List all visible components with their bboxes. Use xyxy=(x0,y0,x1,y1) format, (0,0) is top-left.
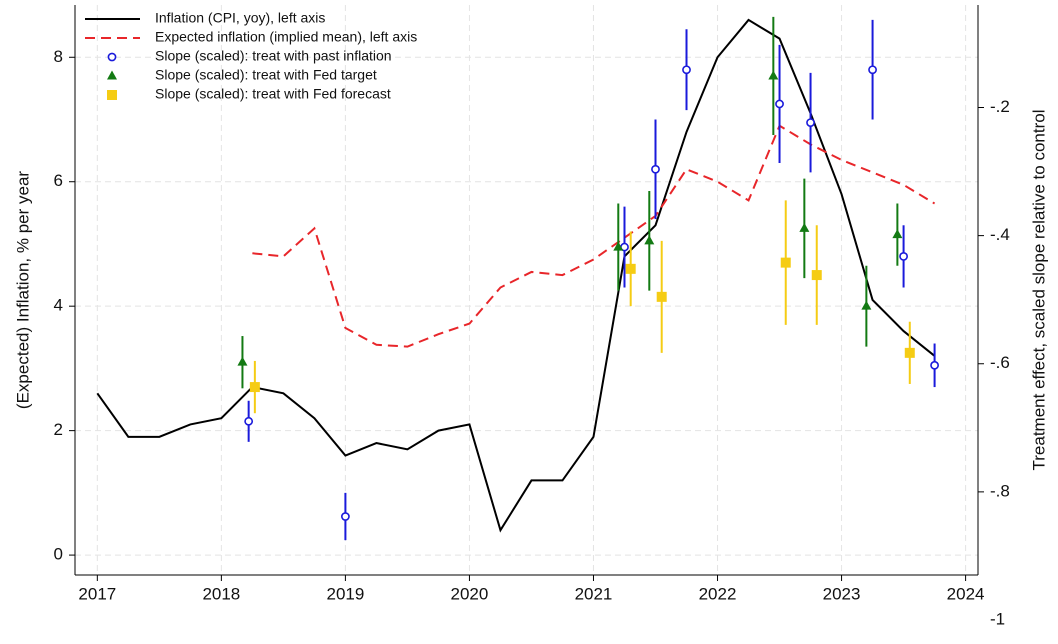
legend-label: Expected inflation (implied mean), left … xyxy=(155,29,417,45)
legend-label: Slope (scaled): treat with past inflatio… xyxy=(155,48,392,64)
point xyxy=(682,65,691,75)
y2-tick-label: -.4 xyxy=(990,225,1010,244)
legend-swatch xyxy=(107,90,117,100)
legend-swatch xyxy=(107,70,117,80)
point xyxy=(249,382,260,393)
point xyxy=(806,118,815,128)
x-tick-label: 2024 xyxy=(947,584,985,603)
point xyxy=(656,291,667,302)
x-tick-label: 2021 xyxy=(575,584,613,603)
x-tick-label: 2020 xyxy=(451,584,489,603)
point xyxy=(892,229,903,239)
legend-label: Inflation (CPI, yoy), left axis xyxy=(155,10,325,26)
y2-tick-label: -1 xyxy=(990,609,1005,628)
x-tick-label: 2023 xyxy=(823,584,861,603)
x-tick-label: 2019 xyxy=(326,584,364,603)
y-tick-label: 6 xyxy=(54,171,63,190)
legend-label: Slope (scaled): treat with Fed forecast xyxy=(155,86,391,102)
y2-axis-label: Treatment effect, scaled slope relative … xyxy=(1029,110,1048,471)
point xyxy=(861,300,872,310)
point xyxy=(625,263,636,274)
point xyxy=(244,416,254,426)
point xyxy=(780,257,791,268)
point xyxy=(768,70,779,80)
x-tick-label: 2022 xyxy=(699,584,737,603)
y-tick-label: 4 xyxy=(54,296,63,315)
y2-tick-label: -.2 xyxy=(990,97,1010,116)
legend-swatch xyxy=(107,52,117,62)
y2-tick-label: -.6 xyxy=(990,353,1010,372)
y-tick-label: 0 xyxy=(54,545,63,564)
y-axis-label: (Expected) Inflation, % per year xyxy=(13,171,32,409)
point xyxy=(644,235,655,245)
y-tick-label: 8 xyxy=(54,47,63,66)
x-tick-label: 2018 xyxy=(202,584,240,603)
point xyxy=(613,241,624,251)
point xyxy=(775,99,784,109)
point xyxy=(868,65,877,75)
y2-tick-label: -.8 xyxy=(990,481,1010,500)
legend-label: Slope (scaled): treat with Fed target xyxy=(155,67,377,83)
point xyxy=(930,360,939,370)
point xyxy=(341,512,350,521)
point xyxy=(899,251,908,261)
line xyxy=(252,124,936,348)
point xyxy=(799,222,810,232)
point xyxy=(651,164,660,174)
point xyxy=(811,270,822,281)
point xyxy=(904,347,915,358)
y-tick-label: 2 xyxy=(54,420,63,439)
x-tick-label: 2017 xyxy=(78,584,116,603)
point xyxy=(237,356,248,366)
line xyxy=(96,18,936,533)
